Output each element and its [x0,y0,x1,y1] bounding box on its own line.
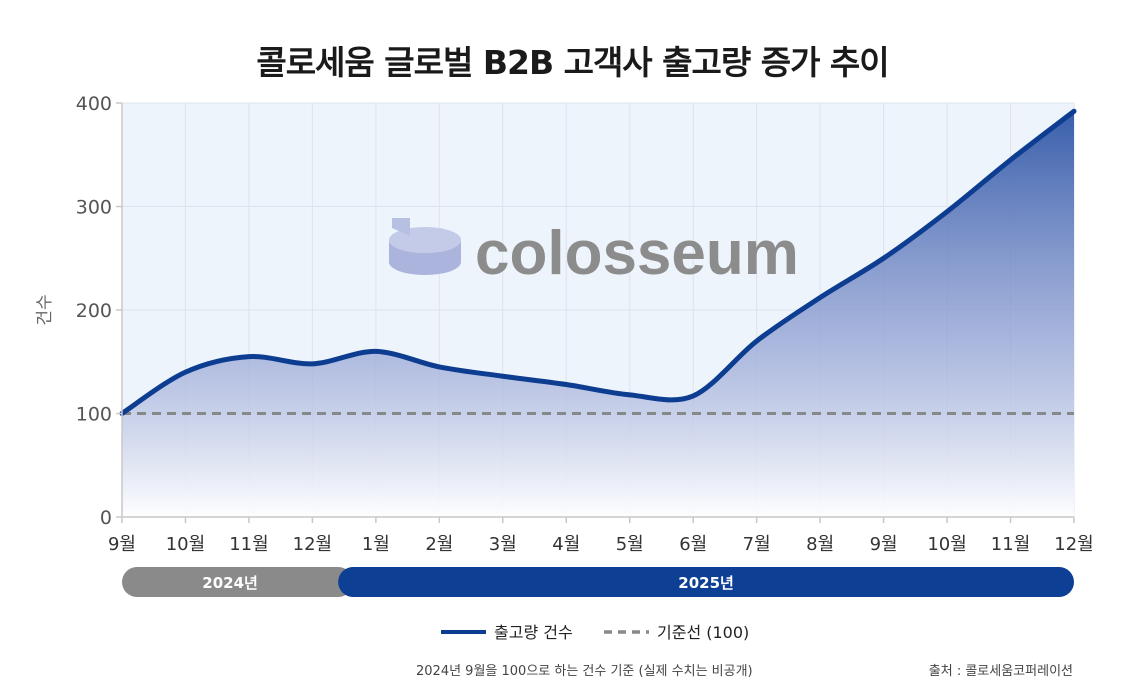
watermark: colosseum [389,218,799,288]
y-tick-label: 100 [76,404,112,426]
y-tick-label: 200 [76,300,112,322]
x-tick-label: 2월 [425,534,453,555]
watermark-text: colosseum [475,219,799,288]
legend: 출고량 건수 기준선 (100) [441,623,749,642]
chart-title: 콜로세움 글로벌 B2B 고객사 출고량 증가 추이 [256,43,889,82]
x-tick-label: 5월 [616,534,644,555]
year-bands: 2024년 2025년 [122,567,1075,597]
legend-label-series: 출고량 건수 [494,623,573,642]
x-tick-label: 1월 [362,534,390,555]
x-tick-label: 6월 [679,534,707,555]
source-note: 출처 : 콜로세움코퍼레이션 [928,664,1073,679]
year-band-2024 [122,567,354,597]
y-tick-label: 300 [76,197,112,219]
y-axis-ticks: 0 100 200 300 400 [76,93,122,529]
x-tick-label: 11월 [991,534,1030,555]
x-tick-label: 11월 [229,534,268,555]
y-tick-label: 0 [100,507,112,529]
x-tick-label: 9월 [108,534,136,555]
year-band-label-2024: 2024년 [202,574,258,592]
year-band-label-2025: 2025년 [678,574,734,592]
x-tick-label: 4월 [552,534,580,555]
x-tick-label: 12월 [1054,534,1093,555]
x-tick-label: 9월 [870,534,898,555]
x-axis-ticks: 9월 10월 11월 12월 1월 2월 3월 4월 5월 6월 7월 8월 9월 10월 11월 12월 [108,517,1094,555]
x-tick-label: 3월 [489,534,517,555]
x-tick-label: 10월 [166,534,205,555]
series-area [122,111,1074,517]
x-tick-label: 7월 [743,534,771,555]
series-line [119,108,1077,416]
year-band-2025 [338,567,1075,597]
colosseum-logo-icon [389,218,461,275]
footnote: 2024년 9월을 100으로 하는 건수 기준 (실제 수치는 비공개) [416,664,753,679]
x-tick-label: 12월 [293,534,332,555]
y-tick-label: 400 [76,93,112,115]
x-tick-label: 10월 [927,534,966,555]
x-tick-label: 8월 [806,534,834,555]
y-axis-label: 건수 [35,294,55,325]
legend-label-baseline: 기준선 (100) [657,623,749,642]
